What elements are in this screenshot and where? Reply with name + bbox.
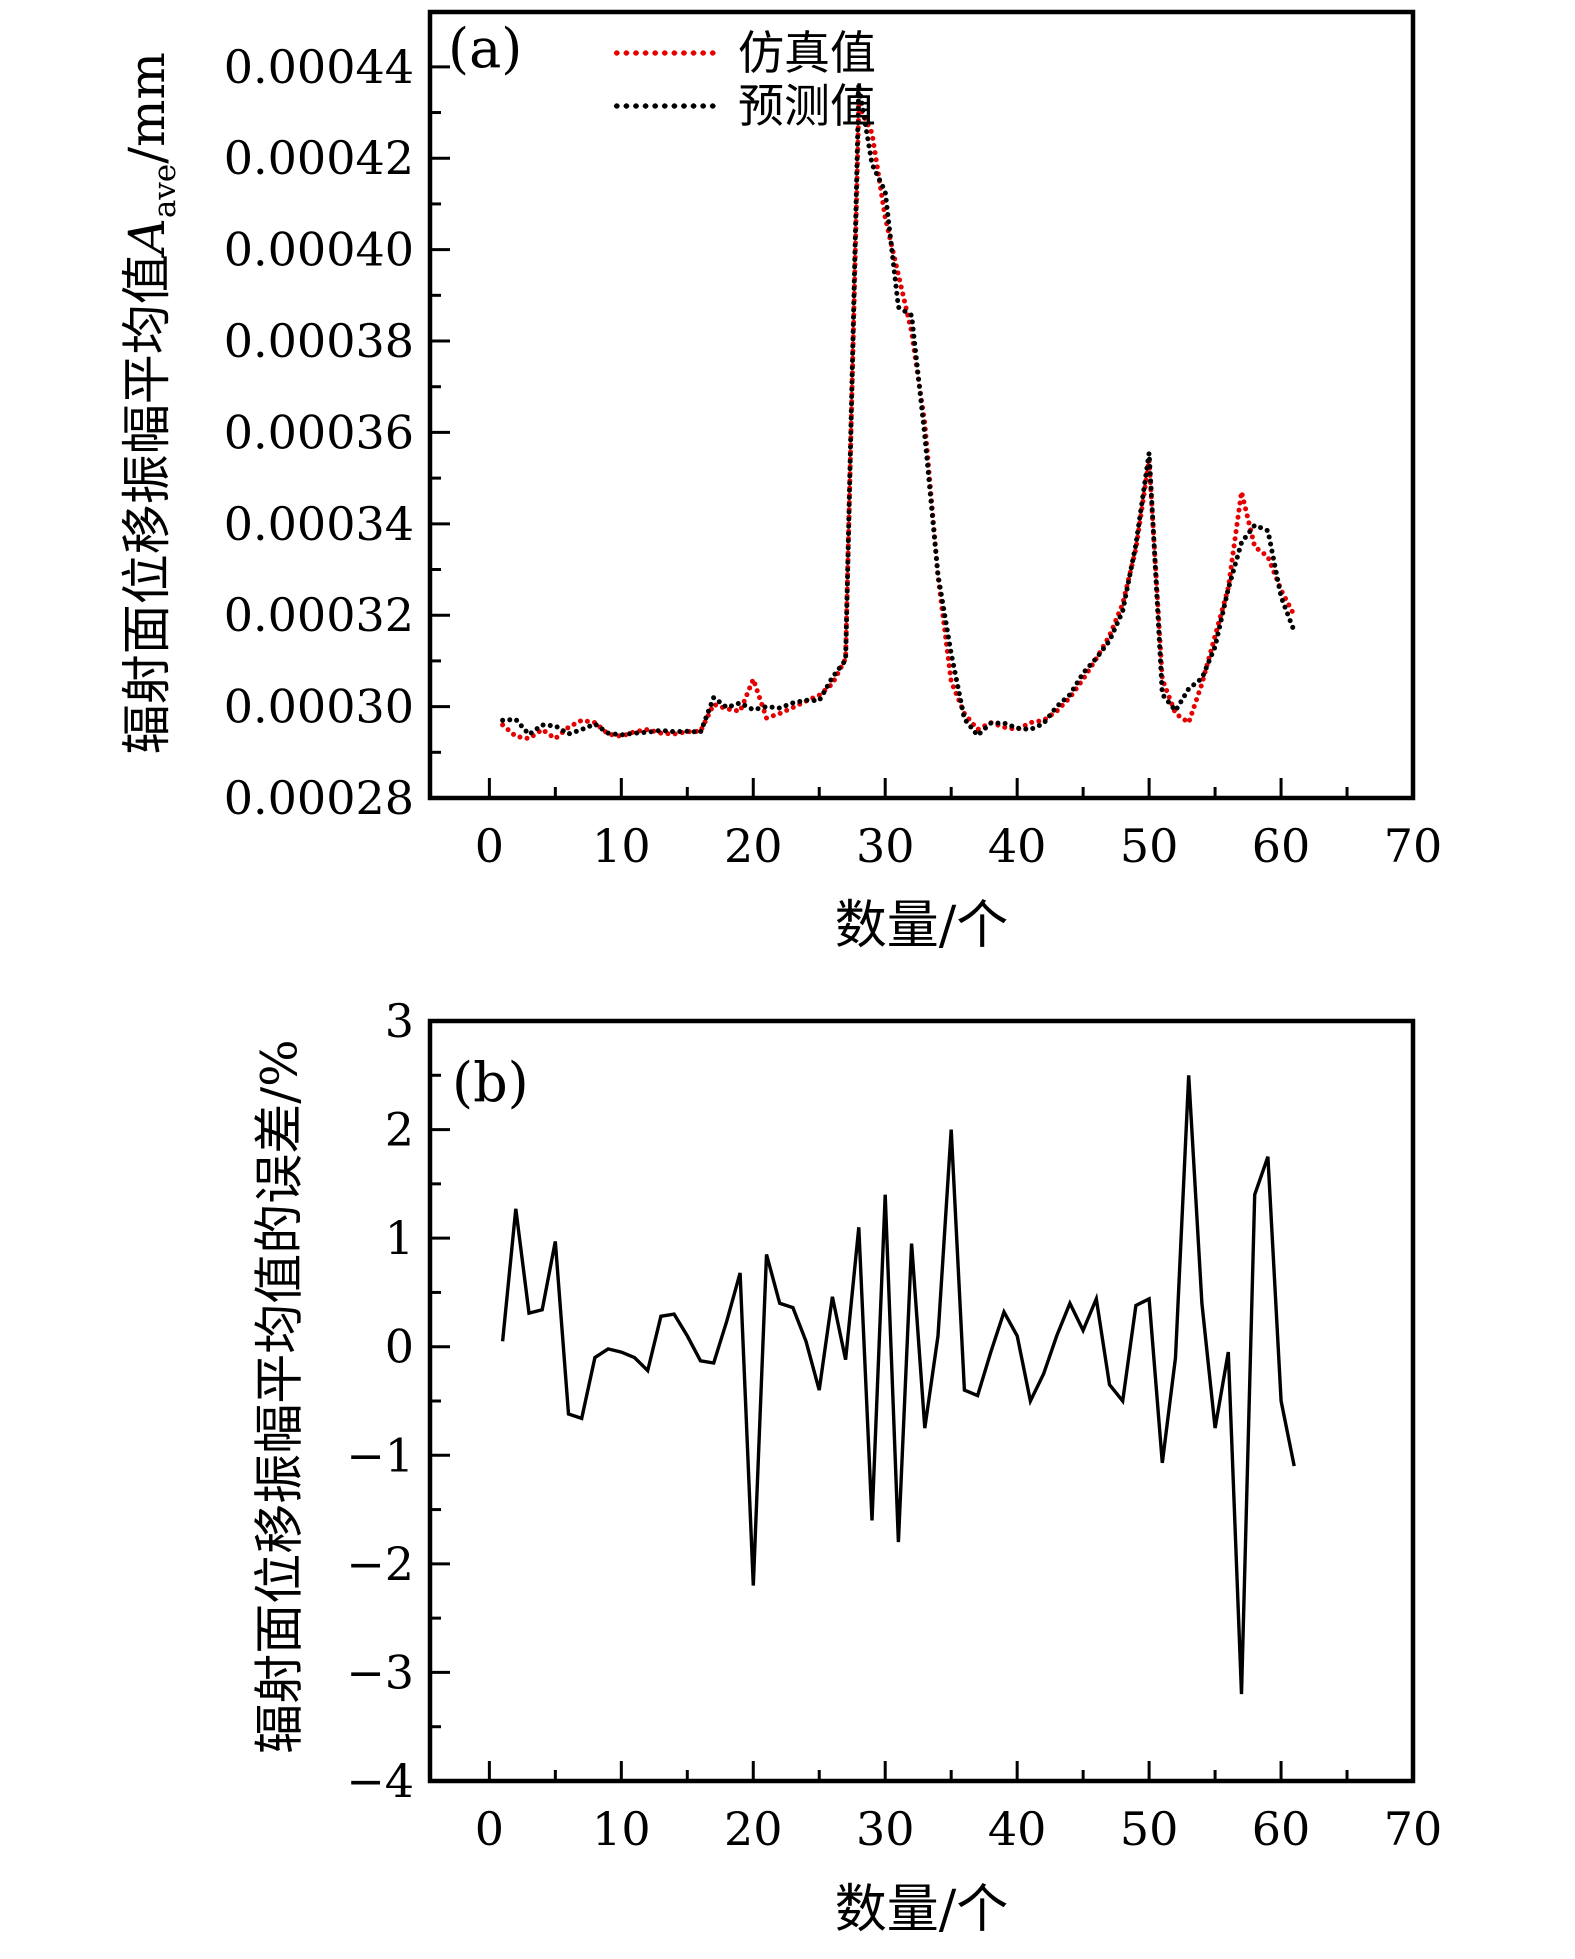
tick-labels-b: 0 10 20 30 40 50 60 70 −4 −3 −2 −1 0 1 2 3 xyxy=(346,994,1442,1856)
axes-ticks-a xyxy=(430,65,1415,800)
axes-ticks-b xyxy=(430,1019,1415,1783)
x-tick-label: 20 xyxy=(724,819,783,873)
y-tick-label: −1 xyxy=(346,1428,414,1482)
x-tick-label: 30 xyxy=(856,819,915,873)
x-tick-label: 0 xyxy=(475,1802,504,1856)
chart-a-x-axis-title: 数量/个 xyxy=(834,896,1009,956)
chart-a-y-title-text: 辐射面位移振幅平均值 xyxy=(117,254,176,755)
y-tick-label: 0.00028 xyxy=(224,771,414,825)
legend-item-simulation: 仿真值 xyxy=(612,26,876,79)
chart-b-x-axis-title: 数量/个 xyxy=(834,1880,1009,1940)
x-tick-label: 50 xyxy=(1120,819,1179,873)
x-tick-label: 70 xyxy=(1384,1802,1443,1856)
legend-label-prediction: 预测值 xyxy=(738,78,876,133)
y-tick-label: 3 xyxy=(385,994,414,1048)
chart-a-y-title-unit: /mm xyxy=(117,52,176,164)
y-tick-label: 0.00032 xyxy=(224,588,414,642)
y-tick-label: 0.00036 xyxy=(224,405,414,459)
chart-a-y-axis-title: 辐射面位移振幅平均值Aave/mm xyxy=(115,0,185,1003)
panel-a-label: (a) xyxy=(448,17,523,80)
simulation-dotted-line-swatch xyxy=(612,46,718,59)
y-tick-label: 0.00034 xyxy=(224,497,414,551)
prediction-dotted-line-swatch xyxy=(612,99,718,112)
chart-a-y-title-variable: A xyxy=(117,218,176,255)
legend-label-simulation: 仿真值 xyxy=(738,25,876,80)
tick-labels-a: 0 10 20 30 40 50 60 70 0.00028 0.00030 0.00032 0.00… xyxy=(224,40,1443,873)
x-tick-label: 40 xyxy=(988,1802,1047,1856)
plot-frame-a xyxy=(427,9,1416,801)
y-tick-label: 0.00042 xyxy=(224,131,414,185)
y-tick-label: −2 xyxy=(346,1537,414,1591)
chart-b-y-axis-title: 辐射面位移振幅平均值的误差/% xyxy=(250,1039,309,1754)
x-tick-label: 70 xyxy=(1384,819,1443,873)
x-tick-label: 60 xyxy=(1252,1802,1311,1856)
y-tick-label: −4 xyxy=(346,1754,414,1808)
y-tick-label: 0.00040 xyxy=(224,223,414,277)
panel-b-label: (b) xyxy=(452,1051,529,1114)
chart-a-y-title-subscript: ave xyxy=(146,163,183,219)
y-tick-label: 0.00030 xyxy=(224,680,414,734)
x-tick-label: 30 xyxy=(856,1802,915,1856)
y-tick-label: −3 xyxy=(346,1645,414,1699)
y-tick-label: 0.00038 xyxy=(224,314,414,368)
legend-item-prediction: 预测值 xyxy=(612,79,876,132)
y-tick-label: 1 xyxy=(385,1211,414,1265)
x-tick-label: 0 xyxy=(475,819,504,873)
x-tick-label: 40 xyxy=(988,819,1047,873)
x-tick-label: 50 xyxy=(1120,1802,1179,1856)
x-tick-label: 60 xyxy=(1252,819,1311,873)
series-a-0-仿真值 xyxy=(500,103,1297,742)
x-tick-label: 10 xyxy=(592,819,651,873)
x-tick-label: 10 xyxy=(592,1802,651,1856)
y-tick-label: 0.00044 xyxy=(224,40,414,94)
y-tick-label: 2 xyxy=(385,1103,414,1157)
chart-a-legend: 仿真值 预测值 xyxy=(612,26,876,132)
x-tick-label: 20 xyxy=(724,1802,783,1856)
y-tick-label: 0 xyxy=(385,1320,414,1374)
series-b-0-误差 xyxy=(500,1075,1296,1695)
series-a-1-预测值 xyxy=(500,81,1297,738)
